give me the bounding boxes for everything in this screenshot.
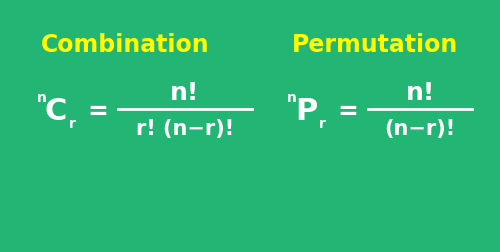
Text: Combination: Combination: [40, 33, 209, 57]
Text: Permutation: Permutation: [292, 33, 458, 57]
Text: =: =: [88, 100, 108, 123]
Text: P: P: [295, 96, 317, 125]
Text: n!: n!: [170, 81, 200, 105]
Text: r! (n−r)!: r! (n−r)!: [136, 118, 234, 138]
Text: (n−r)!: (n−r)!: [384, 118, 456, 138]
Text: =: =: [338, 100, 358, 123]
Text: C: C: [45, 96, 67, 125]
Text: n: n: [287, 91, 297, 105]
Text: n: n: [37, 91, 47, 105]
Text: r: r: [68, 116, 75, 131]
Text: r: r: [318, 116, 326, 131]
Text: n!: n!: [406, 81, 434, 105]
